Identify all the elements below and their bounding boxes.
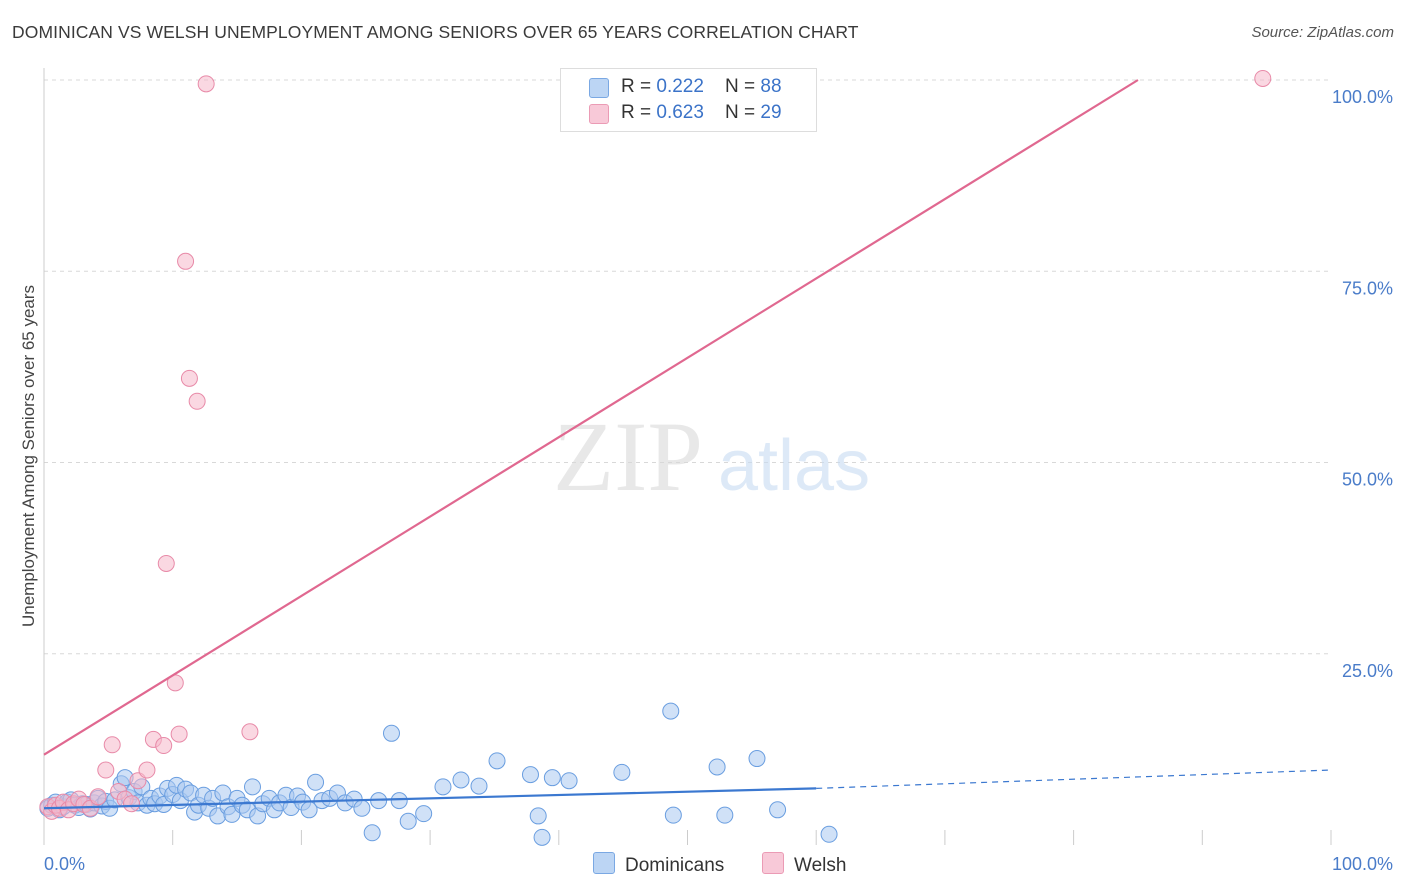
legend-r-label: R = (621, 76, 657, 97)
dominican-point (613, 763, 631, 781)
dominican-point (434, 778, 452, 796)
bottom-legend-dominicans: Dominicans (593, 852, 724, 877)
watermark-zip: ZIP (553, 401, 703, 512)
welsh-point (157, 554, 175, 572)
dominican-point (415, 805, 433, 823)
welsh-point (188, 392, 206, 410)
dominican-point (820, 825, 838, 843)
dominican-point (488, 752, 506, 770)
x-tick-label: 0.0% (44, 854, 85, 874)
legend-n-label: N = (725, 102, 761, 123)
dominican-point (470, 777, 488, 795)
dominican-point (521, 766, 539, 784)
welsh-trend-line (43, 79, 1139, 756)
dominican-point (708, 758, 726, 776)
dominican-points (39, 702, 838, 846)
dominican-point (664, 806, 682, 824)
welsh-point (177, 252, 195, 270)
y-tick-labels: 25.0% 50.0% 75.0% 100.0% (1332, 87, 1393, 681)
welsh-point (89, 788, 107, 806)
y-tick-label: 75.0% (1342, 278, 1393, 298)
dominican-point (662, 702, 680, 720)
y-axis-label: Unemployment Among Seniors over 65 years (19, 285, 38, 627)
legend-text-welsh: R = 0.623 N = 29 (621, 102, 782, 124)
welsh-points (39, 69, 1272, 820)
bottom-legend-swatch-dominicans (593, 852, 615, 874)
bottom-legend-swatch-welsh (762, 852, 784, 874)
welsh-point (103, 736, 121, 754)
correlation-legend: R = 0.222 N = 88 R = 0.623 N = 29 (560, 68, 817, 132)
legend-r-value-dominicans: 0.222 (656, 76, 704, 97)
y-tick-label: 25.0% (1342, 661, 1393, 681)
welsh-point (97, 761, 115, 779)
legend-swatch-dominicans (589, 78, 609, 98)
legend-n-value-welsh: 29 (760, 102, 782, 123)
welsh-point (123, 795, 141, 813)
chart-title: DOMINICAN VS WELSH UNEMPLOYMENT AMONG SE… (12, 22, 859, 42)
y-tick-label: 100.0% (1332, 87, 1393, 107)
legend-text-dominicans: R = 0.222 N = 88 (621, 76, 782, 98)
dominican-point (452, 771, 470, 789)
bottom-legend-welsh: Welsh (762, 852, 846, 877)
dominican-trend-line (43, 787, 817, 810)
dominican-point (307, 773, 325, 791)
watermark: ZIP atlas (553, 401, 870, 512)
dominican-point (399, 812, 417, 830)
dominican-point (769, 801, 787, 819)
welsh-point (241, 723, 259, 741)
watermark-atlas: atlas (718, 426, 870, 506)
grid-lines (44, 79, 1331, 655)
bottom-legend-label-dominicans: Dominicans (625, 855, 725, 876)
trend-lines (43, 79, 1332, 810)
dominican-point (390, 792, 408, 810)
dominican-point (543, 769, 561, 787)
dominican-point (529, 807, 547, 825)
dominican-point (533, 828, 551, 846)
dominican-point (243, 778, 261, 796)
dominican-point (382, 724, 400, 742)
source-label: Source: ZipAtlas.com (1251, 24, 1394, 41)
bottom-legend-label-welsh: Welsh (794, 855, 847, 876)
dominican-point (748, 750, 766, 768)
dominican-point (716, 806, 734, 824)
dominican-point (560, 772, 578, 790)
legend-n-label: N = (725, 76, 761, 97)
welsh-point (180, 369, 198, 387)
dominican-point (353, 799, 371, 817)
legend-swatch-welsh (589, 104, 609, 124)
legend-r-value-welsh: 0.623 (656, 102, 704, 123)
welsh-point (197, 75, 215, 93)
welsh-point (155, 737, 173, 755)
legend-n-value-dominicans: 88 (760, 76, 782, 97)
welsh-point (1254, 69, 1272, 87)
axes (43, 68, 1332, 845)
x-tick-label: 100.0% (1332, 854, 1393, 874)
welsh-point (138, 761, 156, 779)
legend-r-label: R = (621, 102, 657, 123)
welsh-point (170, 725, 188, 743)
dominican-point (363, 824, 381, 842)
x-tick-labels: 0.0% 100.0% (44, 854, 1393, 874)
y-tick-label: 50.0% (1342, 470, 1393, 490)
dominican-trend-extension (816, 769, 1332, 789)
